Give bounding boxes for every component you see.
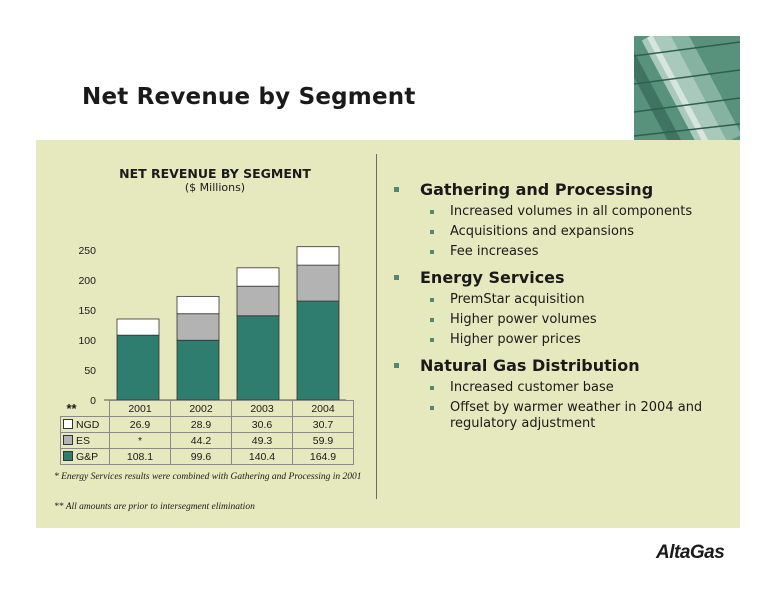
sub-bullet-marker [430, 298, 434, 302]
y-tick-label: 200 [78, 275, 96, 287]
bullet-item: Acquisitions and expansions [392, 224, 722, 240]
bar-ngd-2003 [236, 267, 280, 287]
item-text: Offset by warmer weather in 2004 and reg… [450, 400, 703, 431]
year-header: 2003 [231, 400, 293, 417]
page-title: Net Revenue by Segment [82, 84, 416, 110]
altagas-logo: AltaGas [656, 542, 725, 563]
table-cell: 164.9 [292, 448, 354, 465]
amount-note-marker: ** [66, 400, 77, 416]
sub-bullet-marker [430, 406, 434, 410]
bar-ngd-2001 [116, 318, 160, 336]
bullet-item: Offset by warmer weather in 2004 and reg… [392, 400, 722, 432]
sub-bullet-marker [430, 318, 434, 322]
bullet-marker [394, 187, 399, 192]
table-cell: 108.1 [109, 448, 171, 465]
sub-bullet-marker [430, 230, 434, 234]
sub-bullet-marker [430, 338, 434, 342]
table-header-row: ** 2001 2002 2003 2004 [61, 400, 354, 417]
heading-text: Energy Services [420, 268, 565, 287]
legend-es: ES [60, 432, 110, 449]
sub-bullet-marker [430, 250, 434, 254]
table-cell: 30.7 [292, 416, 354, 433]
year-header: 2001 [109, 400, 171, 417]
bar-ngd-2004 [296, 246, 340, 266]
heading-text: Natural Gas Distribution [420, 356, 640, 375]
item-text: Fee increases [450, 244, 539, 259]
table-cell: * [109, 432, 171, 449]
year-header: 2002 [170, 400, 232, 417]
legend-label: G&P [76, 450, 99, 463]
pipe-rack-illustration [634, 36, 740, 140]
table-cell: 44.2 [170, 432, 232, 449]
bullet-marker [394, 363, 399, 368]
bullet-item: Higher power volumes [392, 312, 722, 328]
bar-gp-2001 [116, 334, 160, 401]
item-text: Higher power prices [450, 332, 581, 347]
bullet-item: Fee increases [392, 244, 722, 260]
bullet-item: Increased volumes in all components [392, 204, 722, 220]
table-cell: 140.4 [231, 448, 293, 465]
table-cell: 26.9 [109, 416, 171, 433]
industrial-photo [634, 36, 740, 140]
bullet-item: PremStar acquisition [392, 292, 722, 308]
item-text: Higher power volumes [450, 312, 597, 327]
y-tick-label: 150 [78, 305, 96, 317]
chart-title: NET REVENUE BY SEGMENT [119, 166, 311, 181]
table-cell: 28.9 [170, 416, 232, 433]
item-text: PremStar acquisition [450, 292, 585, 307]
legend-label: NGD [76, 418, 100, 431]
item-text: Acquisitions and expansions [450, 224, 634, 239]
year-header: 2004 [292, 400, 354, 417]
gp-swatch [63, 450, 73, 461]
bullet-list: Gathering and Processing Increased volum… [392, 180, 722, 440]
bar-ngd-2002 [176, 295, 220, 315]
bar-gp-2003 [236, 315, 280, 401]
sub-bullet-marker [430, 386, 434, 390]
chart-subtitle: ($ Millions) [184, 181, 246, 194]
y-tick-label: 50 [84, 365, 96, 377]
bullet-subgroup: PremStar acquisition Higher power volume… [392, 292, 722, 348]
bullet-marker [394, 275, 399, 280]
table-cell: 59.9 [292, 432, 354, 449]
bullet-item: Increased customer base [392, 380, 722, 396]
item-text: Increased volumes in all components [450, 204, 693, 219]
bar-es-2003 [236, 285, 280, 317]
table-cell: 49.3 [231, 432, 293, 449]
table-row-gp: G&P 108.1 99.6 140.4 164.9 [60, 448, 354, 465]
y-tick-label: 250 [78, 245, 96, 257]
legend-gp: G&P [60, 448, 110, 465]
table-cell: 99.6 [170, 448, 232, 465]
ngd-swatch [63, 418, 73, 429]
table-cell: 30.6 [231, 416, 293, 433]
legend-ngd: NGD [60, 416, 110, 433]
chart-data-table: ** 2001 2002 2003 2004 NGD 26.9 28.9 30.… [60, 400, 354, 465]
bullet-heading: Gathering and Processing [392, 180, 722, 200]
es-swatch [63, 434, 73, 445]
legend-label: ES [76, 434, 91, 447]
bar-gp-2004 [296, 300, 340, 401]
y-tick-label: 0 [90, 395, 96, 407]
sub-bullet-marker [430, 210, 434, 214]
bar-es-2002 [176, 313, 220, 341]
footnote-energy-services: * Energy Services results were combined … [54, 472, 362, 482]
bullet-subgroup: Increased customer base Offset by warmer… [392, 380, 722, 432]
table-row-ngd: NGD 26.9 28.9 30.6 30.7 [60, 416, 354, 433]
bullet-heading: Natural Gas Distribution [392, 356, 722, 376]
bullet-subgroup: Increased volumes in all components Acqu… [392, 204, 722, 260]
panel-divider [376, 154, 377, 499]
bullet-item: Higher power prices [392, 332, 722, 348]
heading-text: Gathering and Processing [420, 180, 654, 199]
footnote-intersegment: ** All amounts are prior to intersegment… [54, 502, 255, 512]
item-text: Increased customer base [450, 380, 614, 395]
bar-es-2004 [296, 264, 340, 302]
y-tick-label: 100 [78, 335, 96, 347]
bar-gp-2002 [176, 339, 220, 401]
table-row-es: ES * 44.2 49.3 59.9 [60, 432, 354, 449]
bullet-heading: Energy Services [392, 268, 722, 288]
